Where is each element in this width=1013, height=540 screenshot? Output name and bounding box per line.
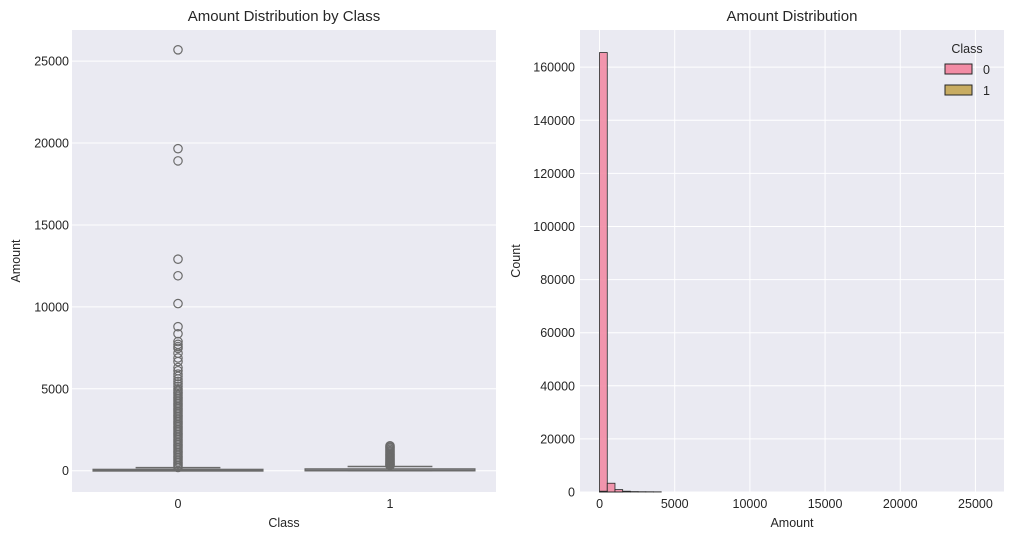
legend-label: 1 [983, 84, 990, 98]
legend-swatch [944, 63, 973, 75]
hist-xtick-labels: 0 5000 10000 15000 20000 25000 [596, 497, 993, 511]
hist-chart-title: Amount Distribution [727, 8, 858, 25]
box-xtick-label: 1 [387, 497, 394, 511]
hist-bar [599, 52, 608, 493]
hist-ytick-label: 0 [568, 486, 575, 500]
box-outlier [173, 254, 183, 264]
hist-xtick-label: 25000 [958, 497, 993, 511]
hist-ytick-label: 140000 [533, 114, 575, 128]
box-plot-area [72, 30, 496, 492]
box-outlier [173, 343, 183, 354]
box-outlier [173, 353, 183, 363]
hist-bars [599, 52, 662, 493]
hist-x-axis-label: Amount [770, 516, 814, 530]
hist-xtick-label: 10000 [733, 497, 768, 511]
box-outlier [173, 374, 183, 384]
hist-y-axis-label: Count [509, 244, 523, 278]
hist-chart: 0200004000060000800001000001200001400001… [509, 8, 1004, 530]
hist-ytick-label: 60000 [540, 326, 575, 340]
box-outlier [173, 336, 183, 347]
box-outlier [173, 371, 183, 382]
hist-xtick-label: 5000 [661, 497, 689, 511]
box-ytick-label: 5000 [41, 382, 69, 396]
box-outlier [173, 143, 183, 154]
hist-ytick-label: 80000 [540, 273, 575, 287]
hist-ytick-label: 120000 [533, 167, 575, 181]
box-outlier [385, 460, 395, 471]
hist-plot-area [580, 30, 1004, 492]
box-outlier [173, 45, 183, 55]
hist-ytick-label: 40000 [540, 379, 575, 393]
hist-ytick-label: 160000 [533, 61, 575, 75]
box-outlier [173, 381, 183, 392]
box-outlier [173, 298, 183, 309]
box-ytick-label: 10000 [34, 300, 69, 314]
box-outlier [173, 321, 183, 332]
box-outlier [173, 376, 183, 387]
box-outlier [173, 356, 183, 367]
legend-swatch [944, 84, 973, 96]
legend-label: 0 [983, 63, 990, 77]
box-marks [92, 45, 476, 473]
hist-xtick-label: 20000 [883, 497, 918, 511]
hist-ytick-label: 100000 [533, 220, 575, 234]
hist-bar [606, 482, 616, 493]
hist-bar [622, 490, 631, 493]
box-outlier [173, 462, 183, 473]
box-outlier [173, 270, 183, 281]
box-chart-title: Amount Distribution by Class [188, 8, 381, 25]
box-x-axis-label: Class [268, 516, 299, 530]
box-xtick-label: 0 [175, 497, 182, 511]
hist-ytick-labels: 0 20000 40000 60000 80000 100000 120000 140000 1… [533, 61, 575, 500]
box-ytick-label: 15000 [34, 218, 69, 232]
box-ytick-label: 20000 [34, 137, 69, 151]
legend-title: Class [951, 42, 982, 56]
box-ytick-label: 25000 [34, 55, 69, 69]
hist-bar [599, 490, 608, 493]
box-outlier [173, 156, 183, 166]
box-ytick-labels: 0 5000 10000 15000 20000 25000 [34, 55, 69, 479]
hist-xtick-label: 15000 [808, 497, 843, 511]
box-ytick-label: 0 [62, 464, 69, 478]
box-y-axis-label: Amount [9, 239, 23, 283]
hist-xtick-label: 0 [596, 497, 603, 511]
hist-ytick-label: 20000 [540, 432, 575, 446]
